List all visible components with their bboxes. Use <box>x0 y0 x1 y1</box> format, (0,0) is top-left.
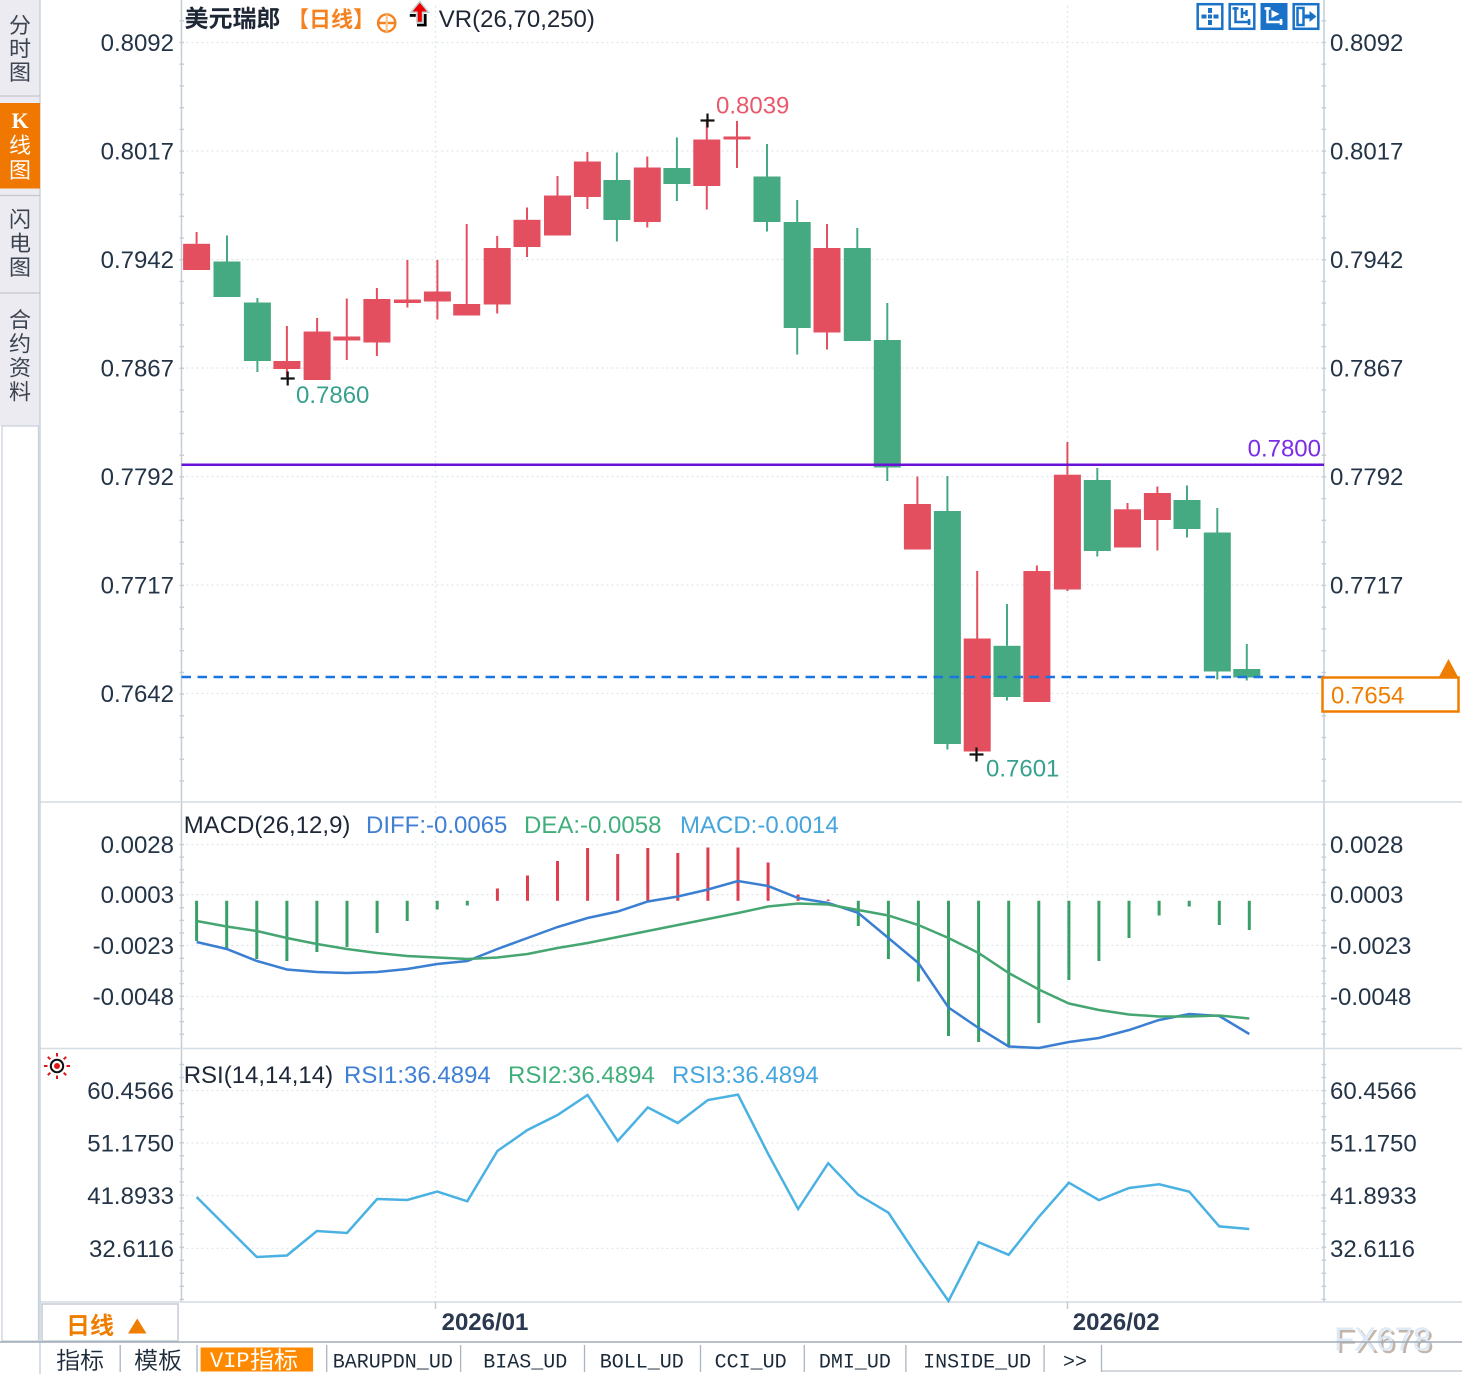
svg-text:VIP: VIP <box>210 1349 250 1374</box>
svg-text:VR(26,70,250): VR(26,70,250) <box>439 6 595 33</box>
svg-text:51.1750: 51.1750 <box>87 1131 174 1158</box>
svg-text:60.4566: 60.4566 <box>87 1078 174 1105</box>
svg-text:51.1750: 51.1750 <box>1330 1131 1417 1158</box>
svg-text:K: K <box>11 108 28 133</box>
svg-text:0.7717: 0.7717 <box>101 573 174 600</box>
svg-text:-0.0023: -0.0023 <box>93 933 174 960</box>
svg-text:32.6116: 32.6116 <box>89 1236 174 1263</box>
svg-text:32.6116: 32.6116 <box>1330 1236 1415 1263</box>
svg-text:60.4566: 60.4566 <box>1330 1078 1417 1105</box>
svg-text:2026/01: 2026/01 <box>442 1309 529 1336</box>
svg-text:0.7860: 0.7860 <box>296 382 369 409</box>
svg-text:0.8092: 0.8092 <box>1330 30 1403 57</box>
svg-text:0.7792: 0.7792 <box>101 464 174 491</box>
svg-text:0.0028: 0.0028 <box>101 832 174 859</box>
svg-text:0.0003: 0.0003 <box>1330 882 1403 909</box>
svg-text:>>: >> <box>1063 1352 1087 1374</box>
svg-text:0.7942: 0.7942 <box>1330 247 1403 274</box>
svg-text:0.7867: 0.7867 <box>1330 356 1403 383</box>
svg-text:RSI(14,14,14): RSI(14,14,14) <box>184 1062 333 1089</box>
svg-text:0.7654: 0.7654 <box>1331 683 1404 710</box>
svg-text:BOLL_UD: BOLL_UD <box>600 1352 684 1374</box>
svg-text:DMI_UD: DMI_UD <box>819 1352 891 1374</box>
svg-text:0.8017: 0.8017 <box>101 139 174 166</box>
svg-text:0.7601: 0.7601 <box>986 756 1059 783</box>
svg-text:-0.0023: -0.0023 <box>1330 933 1411 960</box>
svg-text:0.8017: 0.8017 <box>1330 139 1403 166</box>
svg-text:0.7792: 0.7792 <box>1330 464 1403 491</box>
svg-text:MACD:-0.0014: MACD:-0.0014 <box>680 812 839 839</box>
svg-text:MACD(26,12,9): MACD(26,12,9) <box>184 812 351 839</box>
svg-text:RSI1:36.4894: RSI1:36.4894 <box>344 1062 491 1089</box>
svg-text:RSI2:36.4894: RSI2:36.4894 <box>508 1062 655 1089</box>
svg-text:-0.0048: -0.0048 <box>1330 984 1411 1011</box>
svg-text:BARUPDN_UD: BARUPDN_UD <box>333 1352 453 1374</box>
svg-text:CCI_UD: CCI_UD <box>715 1352 787 1374</box>
svg-text:FX678: FX678 <box>1334 1321 1431 1358</box>
svg-text:0.0003: 0.0003 <box>101 882 174 909</box>
svg-text:0.8039: 0.8039 <box>716 93 789 120</box>
svg-text:0.7867: 0.7867 <box>101 356 174 383</box>
svg-text:41.8933: 41.8933 <box>87 1183 174 1210</box>
svg-text:0.7942: 0.7942 <box>101 247 174 274</box>
svg-text:0.7717: 0.7717 <box>1330 573 1403 600</box>
svg-text:BIAS_UD: BIAS_UD <box>483 1352 567 1374</box>
svg-text:41.8933: 41.8933 <box>1330 1183 1417 1210</box>
svg-text:2026/02: 2026/02 <box>1073 1309 1160 1336</box>
svg-text:INSIDE_UD: INSIDE_UD <box>923 1352 1031 1374</box>
svg-text:DEA:-0.0058: DEA:-0.0058 <box>524 812 661 839</box>
svg-text:0.7800: 0.7800 <box>1248 436 1321 463</box>
svg-text:-0.0048: -0.0048 <box>93 984 174 1011</box>
svg-text:0.7642: 0.7642 <box>101 681 174 708</box>
svg-text:0.8092: 0.8092 <box>101 30 174 57</box>
svg-text:RSI3:36.4894: RSI3:36.4894 <box>672 1062 819 1089</box>
svg-text:DIFF:-0.0065: DIFF:-0.0065 <box>366 812 507 839</box>
svg-text:0.0028: 0.0028 <box>1330 832 1403 859</box>
